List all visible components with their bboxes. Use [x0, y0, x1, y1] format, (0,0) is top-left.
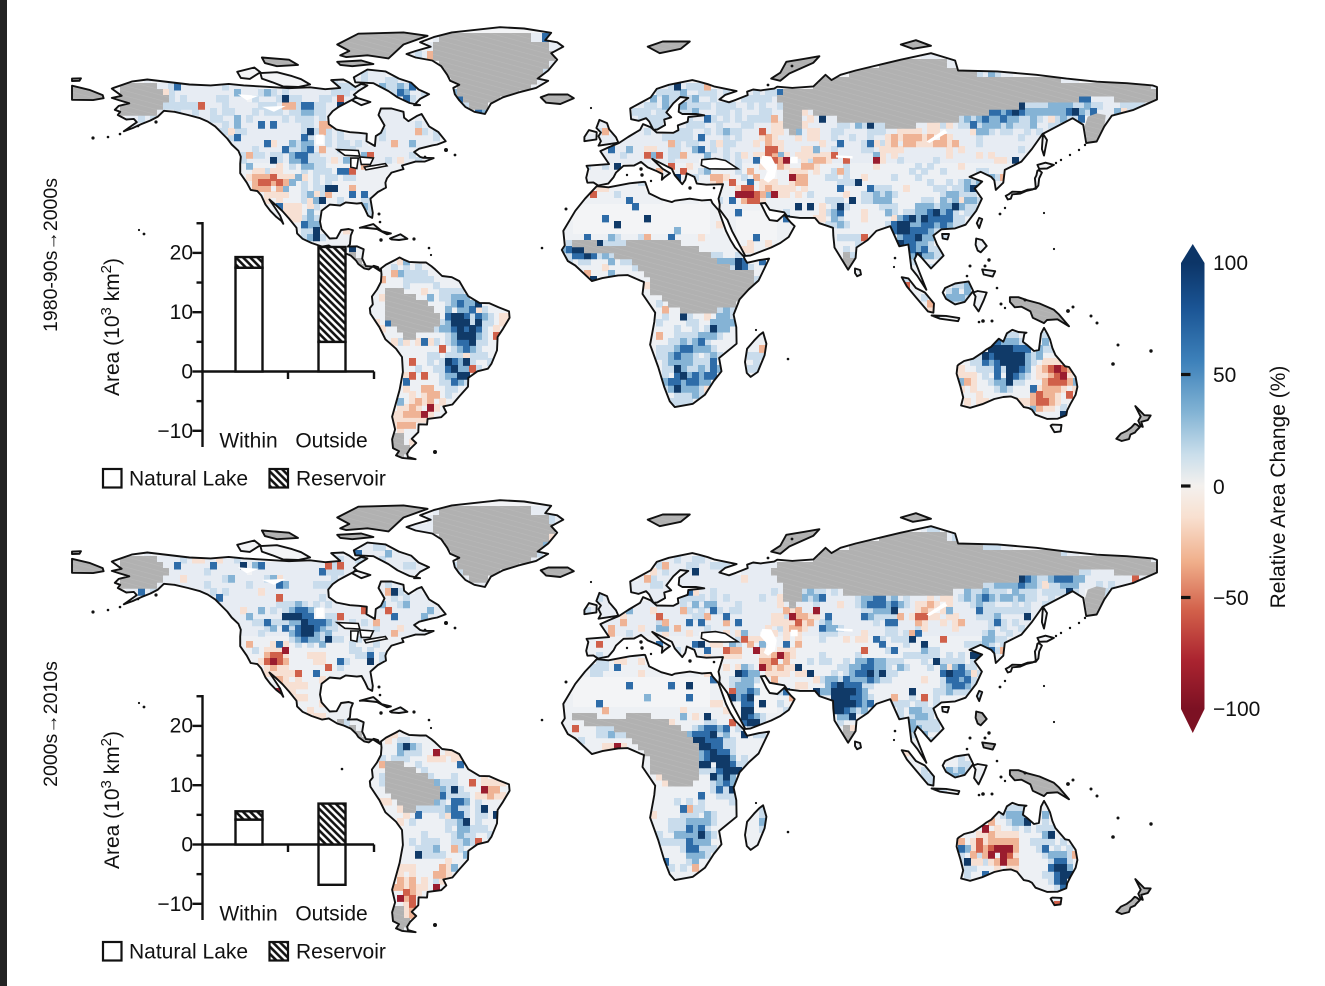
- svg-text:−50: −50: [1213, 587, 1249, 610]
- svg-text:Reservoir: Reservoir: [296, 941, 386, 964]
- svg-text:0: 0: [181, 361, 193, 384]
- svg-text:Relative Area Change (%): Relative Area Change (%): [1267, 366, 1290, 609]
- svg-text:10: 10: [170, 774, 193, 797]
- svg-text:−10: −10: [157, 420, 193, 443]
- svg-text:50: 50: [1213, 364, 1236, 387]
- svg-text:100: 100: [1213, 252, 1248, 275]
- svg-text:−10: −10: [157, 893, 193, 916]
- svg-text:1980-90s→2000s: 1980-90s→2000s: [40, 178, 62, 332]
- svg-text:Natural Lake: Natural Lake: [129, 941, 248, 964]
- svg-text:20: 20: [170, 242, 193, 265]
- svg-text:20: 20: [170, 715, 193, 738]
- svg-text:2000s→2010s: 2000s→2010s: [40, 661, 62, 787]
- svg-text:Outside: Outside: [295, 903, 367, 926]
- svg-text:Outside: Outside: [295, 430, 367, 453]
- svg-text:Reservoir: Reservoir: [296, 468, 386, 491]
- svg-text:−100: −100: [1213, 698, 1260, 721]
- svg-text:0: 0: [181, 834, 193, 857]
- svg-text:0: 0: [1213, 476, 1225, 499]
- svg-text:Within: Within: [219, 903, 277, 926]
- svg-text:Area (103 km2): Area (103 km2): [98, 258, 124, 396]
- svg-text:Within: Within: [219, 430, 277, 453]
- svg-text:Area (103 km2): Area (103 km2): [98, 731, 124, 869]
- svg-text:Natural Lake: Natural Lake: [129, 468, 248, 491]
- svg-text:10: 10: [170, 301, 193, 324]
